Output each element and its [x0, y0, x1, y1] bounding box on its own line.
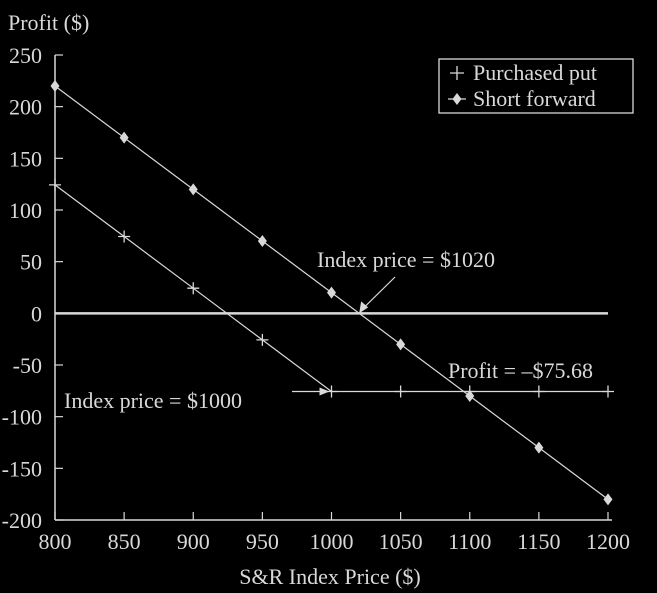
arrowhead-1000 — [319, 387, 330, 396]
x-tick-label: 1000 — [310, 529, 354, 554]
x-tick-label: 1150 — [517, 529, 560, 554]
x-tick-label: 900 — [177, 529, 210, 554]
series-diamond — [50, 80, 613, 506]
x-tick-label: 1100 — [448, 529, 491, 554]
legend-label: Short forward — [473, 86, 596, 111]
annotation-profit: Profit = –$75.68 — [448, 358, 593, 383]
legend-box — [438, 58, 634, 114]
annotations: Index price = $1020 Index price = $1000 Pr… — [64, 247, 593, 413]
plus-marker — [256, 333, 269, 346]
diamond-marker — [603, 493, 613, 506]
x-tick-label: 950 — [246, 529, 279, 554]
y-tick-label: -100 — [2, 405, 42, 430]
plus-marker — [187, 282, 200, 295]
diamond-marker — [327, 286, 336, 299]
diamond-marker — [465, 390, 475, 402]
series-plus — [49, 178, 614, 398]
diamond-marker — [119, 131, 129, 144]
y-tick-label: 200 — [9, 95, 42, 120]
legend-diamond-icon — [452, 93, 462, 105]
plus-marker — [394, 385, 407, 398]
y-axis-label: Profit ($) — [8, 10, 89, 35]
y-tick-label: 50 — [20, 250, 42, 275]
diamond-marker — [257, 235, 267, 247]
annotation-index-1000: Index price = $1000 — [64, 388, 242, 413]
y-tick-label: -150 — [2, 456, 42, 481]
diamond-marker — [534, 441, 544, 454]
plus-marker — [532, 385, 545, 398]
x-tick-label: 1050 — [379, 529, 423, 554]
diamond-marker — [396, 338, 406, 351]
arrowhead-1020 — [359, 301, 369, 314]
x-tick-label: 850 — [108, 529, 141, 554]
annotation-index-1020: Index price = $1020 — [317, 247, 495, 272]
legend-label: Purchased put — [473, 60, 597, 85]
legend-plus-icon — [450, 66, 464, 80]
y-tick-label: 100 — [9, 198, 42, 223]
x-tick-label: 1200 — [586, 529, 630, 554]
y-tick-label: 250 — [9, 43, 42, 68]
series-layer — [49, 80, 614, 506]
x-axis-label: S&R Index Price ($) — [239, 564, 420, 589]
diamond-marker — [50, 80, 60, 92]
y-tick-label: 0 — [31, 301, 42, 326]
plus-marker — [49, 178, 61, 191]
plus-marker — [118, 230, 131, 243]
x-tick-label: 800 — [39, 529, 72, 554]
y-tick-label: -50 — [13, 353, 42, 378]
annotation-arrow-1020 — [360, 276, 396, 311]
y-tick-label: 150 — [9, 146, 42, 171]
plus-marker — [602, 385, 614, 398]
diamond-marker — [188, 183, 198, 196]
y-tick-label: -200 — [2, 508, 42, 533]
